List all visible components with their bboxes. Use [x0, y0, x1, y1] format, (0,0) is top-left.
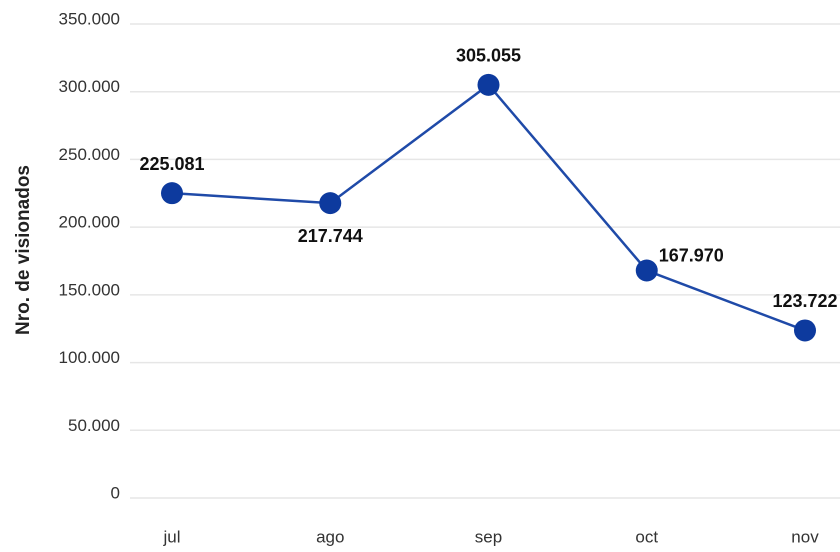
y-axis-title: Nro. de visionados	[13, 165, 34, 335]
data-label: 225.081	[139, 154, 204, 174]
y-tick-label: 200.000	[59, 213, 120, 232]
y-tick-label: 100.000	[59, 348, 120, 367]
y-tick-label: 350.000	[59, 9, 120, 28]
x-tick-label: sep	[475, 527, 502, 546]
y-tick-label: 250.000	[59, 145, 120, 164]
marker	[635, 259, 658, 282]
marker	[477, 73, 500, 96]
y-tick-label: 300.000	[59, 77, 120, 96]
marker	[794, 319, 816, 342]
marker	[319, 192, 342, 215]
y-tick-label: 50.000	[68, 416, 120, 435]
line	[171, 83, 806, 332]
data-label: 217.744	[298, 226, 363, 246]
data-label: 305.055	[456, 46, 521, 66]
data-label: 167.970	[659, 245, 724, 265]
marker	[161, 182, 183, 205]
x-tick-label: nov	[791, 527, 819, 546]
x-tick-label: jul	[162, 527, 180, 546]
data-label: 123.722	[772, 291, 837, 311]
x-tick-label: oct	[635, 527, 658, 546]
y-tick-label: 0	[111, 483, 120, 502]
y-tick-label: 150.000	[59, 280, 120, 299]
x-tick-label: ago	[316, 527, 344, 546]
